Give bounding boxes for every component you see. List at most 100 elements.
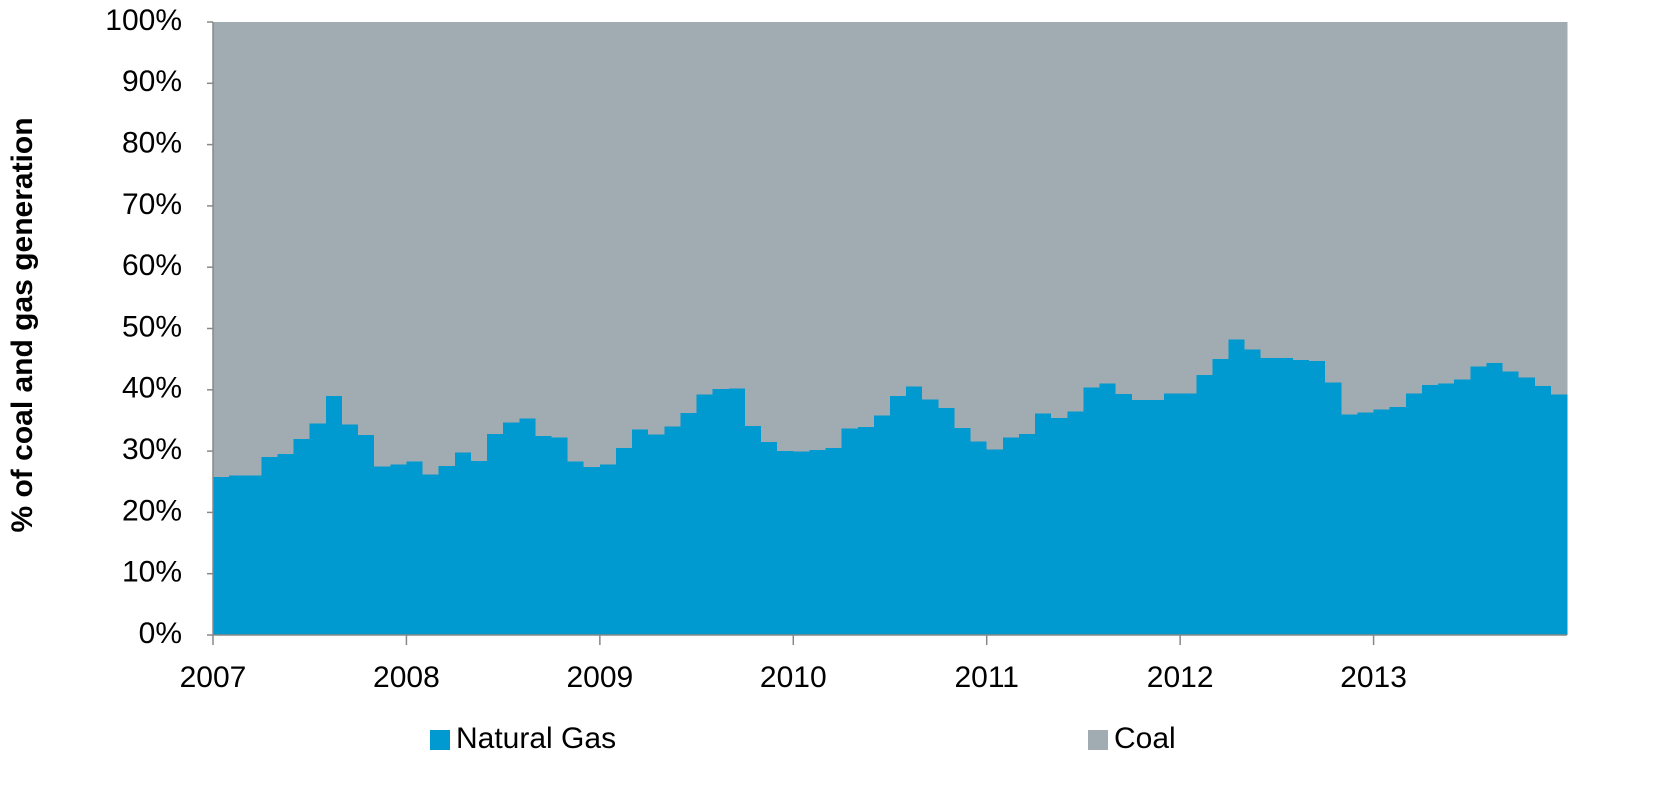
- area-segment: [615, 22, 633, 449]
- area-segment: [615, 448, 633, 635]
- area-segment: [406, 461, 424, 635]
- area-segment: [1147, 22, 1165, 401]
- area-segment: [648, 434, 665, 635]
- area-segment: [1051, 22, 1068, 418]
- area-segment: [938, 22, 956, 409]
- area-segment: [567, 461, 585, 635]
- area-segment: [487, 433, 504, 635]
- area-segment: [1389, 22, 1407, 407]
- area-segment: [599, 464, 617, 635]
- area-segment: [213, 22, 230, 477]
- area-segment: [261, 457, 279, 635]
- y-tick-label: 0%: [139, 617, 182, 650]
- area-segment: [1486, 22, 1504, 363]
- area-segment: [744, 425, 762, 635]
- area-segment: [857, 427, 875, 635]
- x-tick-label: 2011: [954, 661, 1019, 694]
- area-segment: [358, 435, 375, 635]
- area-segment: [873, 22, 891, 416]
- area-segment: [470, 460, 488, 635]
- area-segment: [1309, 22, 1326, 361]
- area-segment: [1067, 22, 1085, 412]
- area-segment: [1099, 383, 1117, 635]
- area-segment: [970, 22, 988, 442]
- area-segment: [1196, 22, 1213, 376]
- area-segment: [1421, 22, 1439, 385]
- area-segment: [1357, 22, 1375, 413]
- area-segment: [1002, 437, 1020, 635]
- area-segment: [438, 22, 456, 466]
- y-tick-label: 70%: [122, 188, 182, 221]
- area-segment: [986, 22, 1004, 450]
- area-segment: [567, 22, 585, 462]
- area-segment: [245, 22, 262, 476]
- area-segment: [1292, 359, 1310, 635]
- area-segment: [1276, 22, 1294, 358]
- area-segment: [744, 22, 762, 426]
- area-segment: [712, 22, 730, 390]
- area-segment: [551, 22, 569, 438]
- area-segment: [519, 22, 536, 419]
- area-segment: [406, 22, 424, 462]
- area-segment: [1228, 22, 1246, 340]
- area-segment: [680, 413, 698, 635]
- area-segment: [229, 22, 246, 476]
- area-segment: [1292, 22, 1310, 360]
- area-segment: [1131, 400, 1149, 635]
- area-segment: [664, 22, 682, 427]
- area-segment: [1051, 417, 1068, 635]
- area-segment: [841, 22, 859, 429]
- area-segment: [1502, 371, 1520, 635]
- area-segment: [696, 394, 714, 635]
- x-tick-label: 2008: [373, 661, 440, 694]
- area-segment: [1325, 382, 1342, 635]
- area-segment: [809, 22, 827, 450]
- area-segment: [358, 22, 375, 436]
- area-segment: [1550, 22, 1568, 395]
- area-segment: [519, 418, 536, 635]
- area-segment: [487, 22, 504, 434]
- area-segment: [1035, 22, 1052, 414]
- area-segment: [664, 426, 682, 635]
- area-segment: [809, 449, 827, 635]
- area-segment: [970, 441, 988, 635]
- area-segment: [1470, 366, 1488, 635]
- area-segment: [1018, 433, 1036, 635]
- area-segment: [632, 22, 649, 430]
- area-segment: [454, 452, 472, 635]
- area-segment: [1196, 375, 1213, 635]
- area-segment: [793, 451, 811, 635]
- area-segment: [1454, 379, 1471, 635]
- area-segment: [1228, 339, 1246, 635]
- y-tick-label: 90%: [122, 65, 182, 98]
- area-segment: [777, 451, 794, 635]
- legend-label: Natural Gas: [456, 722, 616, 755]
- area-segment: [1341, 22, 1359, 415]
- y-tick-label: 10%: [122, 556, 182, 589]
- area-segment: [503, 422, 520, 635]
- area-segment: [1502, 22, 1520, 372]
- area-segment: [906, 386, 923, 635]
- x-tick-label: 2010: [760, 661, 827, 694]
- y-tick-label: 50%: [122, 310, 182, 343]
- area-segment: [583, 467, 601, 635]
- legend-swatch: [1088, 730, 1108, 750]
- area-segment: [1260, 357, 1278, 635]
- area-segment: [213, 476, 230, 635]
- area-segment: [309, 22, 327, 424]
- area-segment: [599, 22, 617, 465]
- area-segment: [906, 22, 923, 387]
- area-segment: [245, 475, 262, 635]
- area-segment: [422, 474, 440, 635]
- area-segment: [293, 22, 311, 439]
- area-segment: [454, 22, 472, 453]
- area-segment: [1147, 400, 1165, 635]
- y-tick-label: 80%: [122, 127, 182, 160]
- area-segment: [1164, 393, 1181, 635]
- area-segment: [341, 22, 359, 425]
- area-segment: [938, 408, 956, 635]
- area-segment: [1341, 414, 1359, 635]
- area-segment: [1438, 383, 1455, 635]
- area-segment: [728, 22, 746, 389]
- area-segment: [1373, 22, 1391, 410]
